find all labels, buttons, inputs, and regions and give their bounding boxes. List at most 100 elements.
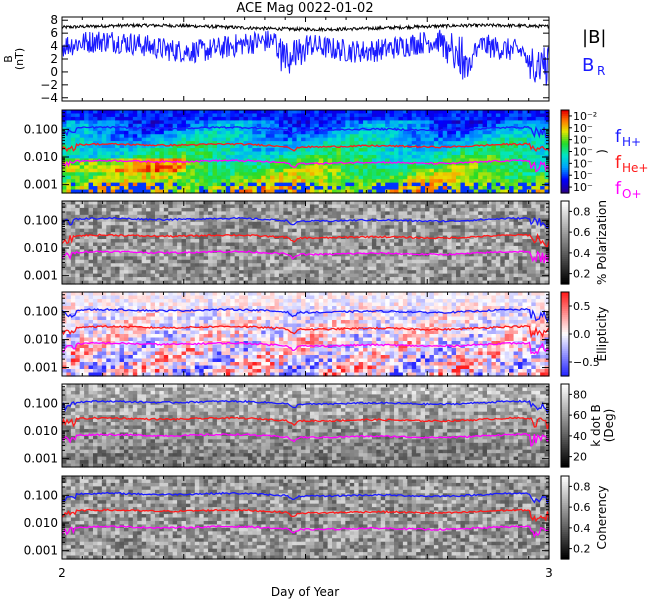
y-tick-label: 0.010 <box>24 424 58 438</box>
heatmap <box>62 384 550 468</box>
y-tick-label: −4 <box>40 91 58 105</box>
colorbar-tick-label: 10⁻ <box>573 122 593 135</box>
x-tick-label: 3 <box>545 566 553 580</box>
y-tick-label: 0.001 <box>24 178 58 192</box>
series-line-magnitude <box>61 22 549 33</box>
colorbar-tick-label: 40 <box>573 430 587 443</box>
gyrofrequency-line-o-plus <box>61 433 550 447</box>
colorbar-tick-label: 10⁻ <box>573 181 593 194</box>
gyrofrequency-line-o-plus <box>61 159 550 173</box>
colorbar-tick-label: 0.4 <box>573 522 591 535</box>
heatmap <box>62 476 550 560</box>
y-tick-label: 0.010 <box>24 333 58 347</box>
series-line-radial <box>61 29 550 86</box>
gyrofrequency-line-h-plus <box>61 307 550 323</box>
colorbar-label: Coherency <box>595 485 609 549</box>
y-axis-label: B <box>2 55 15 63</box>
colorbar-tick-label: 0.6 <box>573 226 591 239</box>
colorbar-tick-label: 60 <box>573 409 587 422</box>
colorbar-tick-label: 80 <box>573 388 587 401</box>
y-tick-label: 0 <box>50 65 58 79</box>
gyrofrequency-line-he-plus <box>61 324 550 339</box>
colorbar: 10⁻²10⁻10⁻10⁻10⁻10⁻10⁻) <box>560 109 609 194</box>
colorbar: 0.8 0.6 0.4 0.2 Coherency <box>560 475 609 560</box>
heatmap <box>62 110 550 194</box>
gyrofrequency-line-h-plus <box>61 216 550 229</box>
y-tick-label: 8 <box>50 13 58 27</box>
y-tick-label: 0.010 <box>24 241 58 255</box>
y-tick-label: 0.100 <box>24 122 58 136</box>
y-tick-label: 0.010 <box>24 516 58 530</box>
gyrofrequency-line-o-plus <box>61 525 550 539</box>
panel-kdotb: 0.100 0.010 0.001 80 60 40 20k dot B (Deg) <box>24 383 616 468</box>
colorbar-tick-label: 0.6 <box>573 501 591 514</box>
gyrofrequency-line-he-plus <box>61 232 550 248</box>
y-tick-label: 0.010 <box>24 150 58 164</box>
colorbar: 0.8 0.6 0.4 0.2 % Polarization <box>560 200 609 285</box>
colorbar-label-units: (Deg) <box>602 409 616 443</box>
colorbar-tick-label: 0.8 <box>573 480 591 493</box>
x-tick-label: 2 <box>58 566 66 580</box>
colorbar-tick-label: 10⁻² <box>573 110 597 123</box>
gyrofrequency-line-o-plus <box>61 250 550 264</box>
x-axis-label: Day of Year <box>271 585 339 599</box>
y-tick-label: 0.100 <box>24 213 58 227</box>
heatmap <box>62 292 550 377</box>
colorbar-tick-label: 20 <box>573 451 587 464</box>
gyrofrequency-line-he-plus <box>61 508 550 523</box>
legend-entry: B <box>582 55 594 76</box>
y-tick-label: 0.100 <box>24 305 58 319</box>
y-tick-label: 4 <box>50 39 58 53</box>
colorbar-tick-label: 0.2 <box>573 543 591 556</box>
colorbar-frame <box>560 383 570 468</box>
gyrofrequency-line-o-plus <box>61 341 550 355</box>
gyrofrequency-line-he-plus <box>61 416 550 430</box>
legend-entry: |B| <box>582 27 606 48</box>
y-tick-label: 0.100 <box>24 396 58 410</box>
colorbar-label: k dot B <box>589 404 603 446</box>
colorbar-frame <box>560 475 570 560</box>
chart-title: ACE Mag 0022-01-02 <box>236 1 373 16</box>
colorbar-tick-label: 0.5 <box>573 300 591 313</box>
y-tick-label: 0.001 <box>24 452 58 466</box>
colorbar-tick-label: 10⁻ <box>573 134 593 147</box>
colorbar-label: % Polarization <box>595 200 609 285</box>
legend-entry: f <box>615 179 622 199</box>
gyrofrequency-line-h-plus <box>61 125 550 139</box>
colorbar-tick-label: 0.2 <box>573 268 591 281</box>
gyrofrequency-line-h-plus <box>61 399 550 414</box>
y-tick-label: 6 <box>50 26 58 40</box>
y-tick-label: 0.100 <box>24 488 58 502</box>
colorbar-tick-label: 0.0 <box>573 328 591 341</box>
legend-entry: f <box>615 127 622 147</box>
panel-polarization: 0.100 0.010 0.001 0.8 0.6 0.4 0.2 % Polarizatio… <box>24 200 609 285</box>
colorbar-tick-label: −0.5 <box>573 356 600 369</box>
legend-entry-sub: H+ <box>622 135 641 149</box>
colorbar-tick-label: 10⁻ <box>573 146 593 159</box>
colorbar-frame <box>560 200 570 285</box>
colorbar: 80 60 40 20k dot B (Deg) <box>560 383 616 468</box>
y-tick-label: 0.001 <box>24 544 58 558</box>
gyrofrequency-line-h-plus <box>61 491 550 505</box>
colorbar-tick-label: 10⁻ <box>573 157 593 170</box>
legend-entry-sub: He+ <box>622 161 648 175</box>
y-tick-label: 2 <box>50 52 58 66</box>
y-tick-label: 0.001 <box>24 361 58 375</box>
colorbar-label: ) <box>595 149 609 154</box>
legend-entry-sub: O+ <box>622 187 642 201</box>
gyrofrequency-line-he-plus <box>61 142 550 153</box>
legend-entry: f <box>615 153 622 173</box>
y-axis-units: (nT) <box>13 48 26 70</box>
legend-entry-sub: R <box>597 64 605 78</box>
panel-coherency: 0.100 0.010 0.001 0.8 0.6 0.4 0.2 Coherency <box>24 475 609 560</box>
y-tick-label: −2 <box>40 78 58 92</box>
colorbar-tick-label: 10⁻ <box>573 169 593 182</box>
colorbar-tick-label: 0.8 <box>573 205 591 218</box>
y-tick-label: 0.001 <box>24 269 58 283</box>
